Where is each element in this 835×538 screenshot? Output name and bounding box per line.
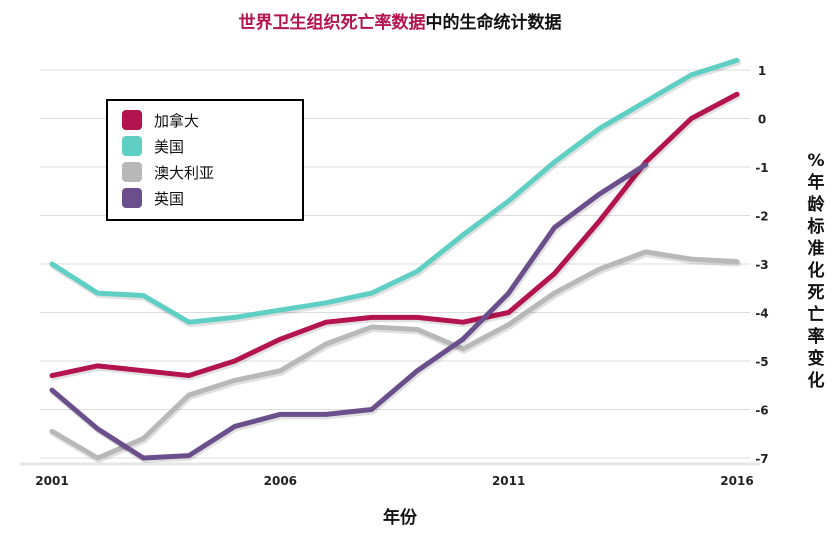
y-tick-label: -7 bbox=[755, 452, 768, 466]
series-line bbox=[49, 162, 649, 461]
y-tick-label: -1 bbox=[755, 161, 768, 175]
series-line bbox=[49, 249, 740, 461]
x-tick-label: 2011 bbox=[492, 474, 525, 488]
legend-swatch-uk bbox=[122, 188, 142, 208]
legend: 加拿大 美国 澳大利亚 英国 bbox=[106, 99, 304, 221]
chart-title-highlight: 世界卫生组织死亡率数据 bbox=[238, 13, 426, 33]
y-tick-label: 0 bbox=[758, 113, 766, 127]
legend-label-uk: 英国 bbox=[154, 189, 185, 208]
x-tick-labels: 2001 2006 2011 2016 bbox=[35, 474, 753, 488]
chart-title: 世界卫生组织死亡率数据中的生命统计数据 bbox=[0, 8, 800, 33]
legend-label-usa: 美国 bbox=[154, 137, 185, 156]
x-tick-label: 2016 bbox=[720, 474, 753, 488]
x-tick-label: 2001 bbox=[35, 474, 68, 488]
series-line bbox=[49, 57, 740, 325]
x-axis-label: 年份 bbox=[383, 508, 417, 528]
legend-label-canada: 加拿大 bbox=[154, 111, 200, 130]
series-lines bbox=[49, 57, 741, 463]
chart-title-rest: 中的生命统计数据 bbox=[425, 13, 562, 33]
y-tick-label: -2 bbox=[755, 210, 768, 224]
y-axis-label: %年龄标准化死亡率变化 bbox=[807, 151, 825, 391]
legend-item-australia: 澳大利亚 bbox=[122, 159, 288, 185]
x-tick-label: 2006 bbox=[264, 474, 297, 488]
y-tick-label: -5 bbox=[755, 355, 768, 369]
y-tick-label: -3 bbox=[755, 258, 768, 272]
legend-swatch-australia bbox=[122, 162, 142, 182]
legend-swatch-usa bbox=[122, 136, 142, 156]
legend-swatch-canada bbox=[122, 110, 142, 130]
y-tick-labels: 1 0 -1 -2 -3 -4 -5 -6 -7 bbox=[755, 64, 768, 466]
y-tick-label: 1 bbox=[758, 64, 766, 78]
legend-item-usa: 美国 bbox=[122, 133, 288, 159]
y-tick-label: -6 bbox=[755, 404, 768, 418]
legend-item-uk: 英国 bbox=[122, 185, 288, 211]
legend-item-canada: 加拿大 bbox=[122, 107, 288, 133]
series-line bbox=[49, 91, 740, 379]
legend-label-australia: 澳大利亚 bbox=[154, 163, 215, 182]
y-tick-label: -4 bbox=[755, 307, 768, 321]
